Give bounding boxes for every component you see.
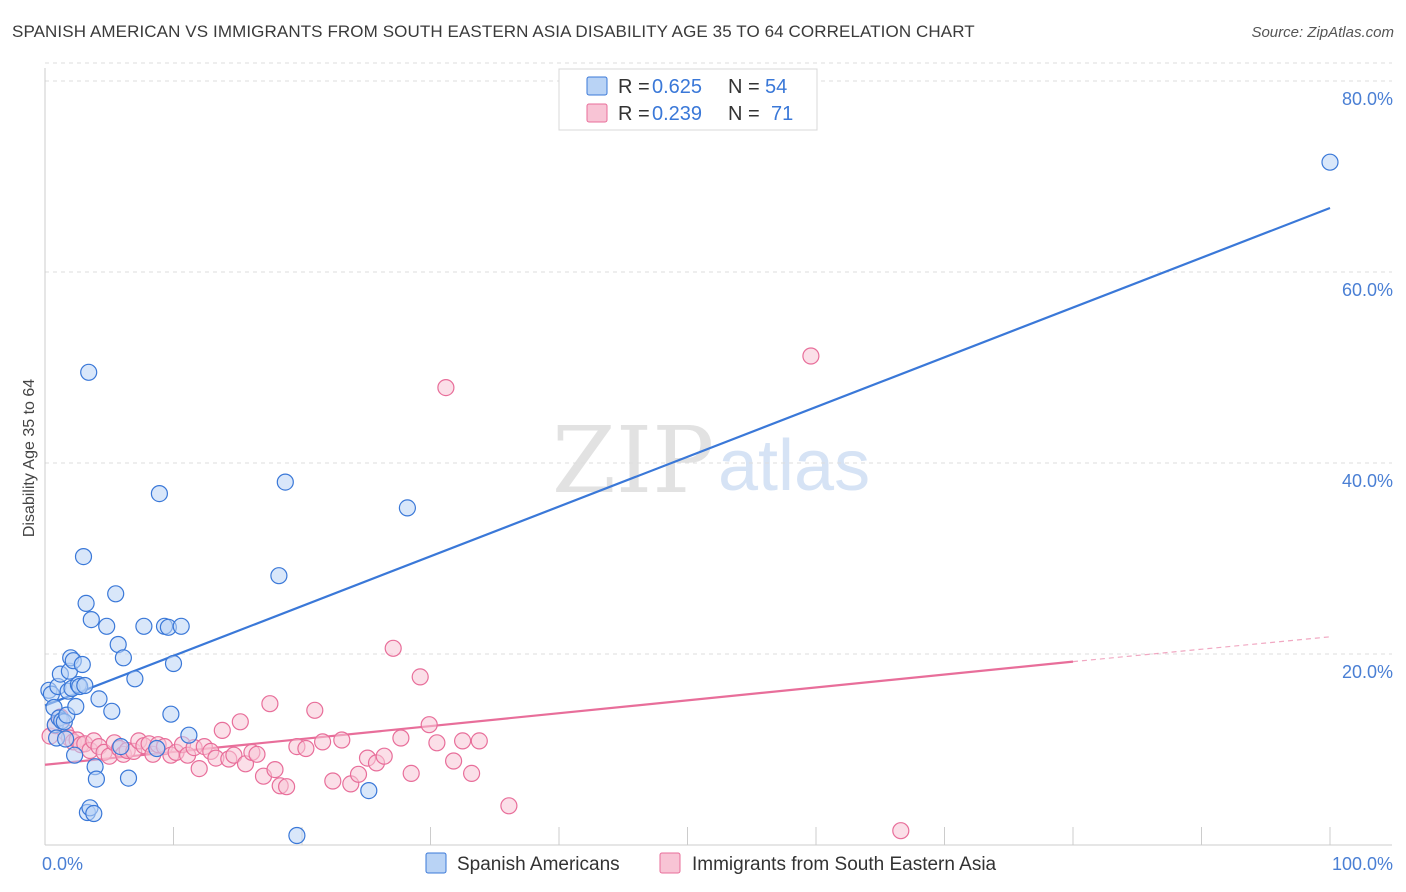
point-southeast-asia xyxy=(278,778,296,796)
point-southeast-asia xyxy=(402,764,420,783)
legend-n-value-1: 54 xyxy=(765,76,787,98)
point-southeast-asia xyxy=(306,701,324,719)
point-spanish-americans xyxy=(80,363,98,381)
point-southeast-asia xyxy=(420,716,438,734)
series-legend-label-southeast-asia: Immigrants from South Eastern Asia xyxy=(692,854,997,875)
point-spanish-americans xyxy=(276,473,294,491)
point-spanish-americans xyxy=(90,690,108,708)
point-spanish-americans xyxy=(180,726,198,744)
point-southeast-asia xyxy=(428,734,446,752)
trend-line-southeast-asia-extension xyxy=(1072,636,1331,663)
chart-title: SPANISH AMERICAN VS IMMIGRANTS FROM SOUT… xyxy=(12,22,975,41)
series-legend: Spanish Americans Immigrants from South … xyxy=(425,852,997,875)
point-spanish-americans xyxy=(114,649,133,667)
trend-line-spanish-americans xyxy=(44,206,1331,707)
point-spanish-americans xyxy=(56,730,75,748)
legend-swatch-pink xyxy=(586,103,608,123)
point-spanish-americans xyxy=(270,567,288,585)
point-southeast-asia xyxy=(463,764,481,783)
x-tick-label: 0.0% xyxy=(42,854,83,874)
point-southeast-asia xyxy=(437,379,455,397)
point-southeast-asia xyxy=(470,732,488,750)
point-southeast-asia xyxy=(225,746,243,764)
point-southeast-asia xyxy=(500,797,518,815)
watermark: ZIP atlas xyxy=(552,407,870,514)
legend-r-value-2: 0.239 xyxy=(652,103,702,125)
point-spanish-americans xyxy=(398,499,416,517)
y-axis-label: Disability Age 35 to 64 xyxy=(21,379,38,537)
point-southeast-asia xyxy=(213,721,231,740)
point-spanish-americans xyxy=(67,697,85,716)
point-spanish-americans xyxy=(98,617,116,635)
series-legend-swatch-southeast-asia xyxy=(659,852,681,874)
y-tick-label: 80.0% xyxy=(1342,89,1393,109)
legend-r-label-2: R = xyxy=(618,103,650,125)
watermark-zip: ZIP xyxy=(552,407,714,514)
data-points xyxy=(40,153,1339,845)
point-southeast-asia xyxy=(411,668,429,686)
point-spanish-americans xyxy=(126,670,144,688)
point-southeast-asia xyxy=(892,822,910,840)
point-southeast-asia xyxy=(445,752,463,770)
point-spanish-americans xyxy=(360,781,378,800)
point-southeast-asia xyxy=(324,772,342,790)
point-spanish-americans xyxy=(87,770,106,788)
point-southeast-asia xyxy=(248,745,266,763)
point-spanish-americans xyxy=(1321,153,1339,171)
legend-r-label-1: R = xyxy=(618,76,650,98)
legend-r-value-1: 0.625 xyxy=(652,76,702,98)
watermark-atlas: atlas xyxy=(718,426,870,506)
point-spanish-americans xyxy=(77,594,95,613)
point-southeast-asia xyxy=(802,347,820,365)
point-southeast-asia xyxy=(333,731,351,749)
point-southeast-asia xyxy=(231,713,249,731)
source-label: Source: ZipAtlas.com xyxy=(1251,24,1394,41)
point-spanish-americans xyxy=(288,826,306,845)
y-tick-labels: 20.0% 40.0% 60.0% 80.0% xyxy=(1342,89,1393,682)
correlation-legend: R = 0.625 N = 54 R = 0.239 N = 71 xyxy=(558,68,818,131)
point-spanish-americans xyxy=(85,804,103,823)
point-southeast-asia xyxy=(314,733,332,751)
point-spanish-americans xyxy=(172,617,190,635)
y-tick-label: 40.0% xyxy=(1342,471,1393,491)
point-spanish-americans xyxy=(82,610,100,629)
point-spanish-americans xyxy=(112,737,130,756)
point-spanish-americans xyxy=(162,705,180,723)
point-southeast-asia xyxy=(297,739,315,758)
point-spanish-americans xyxy=(73,655,91,674)
point-southeast-asia xyxy=(349,765,368,783)
point-southeast-asia xyxy=(454,732,472,750)
legend-swatch-blue xyxy=(586,76,608,96)
series-legend-swatch-spanish-americans xyxy=(425,852,447,874)
point-spanish-americans xyxy=(76,676,94,695)
legend-n-label-2: N = xyxy=(728,103,760,125)
legend-n-value-2: 71 xyxy=(771,103,793,125)
point-southeast-asia xyxy=(266,760,284,779)
legend-n-label-1: N = xyxy=(728,76,760,98)
x-tick-labels: 0.0% 100.0% xyxy=(42,854,1393,874)
y-tick-label: 60.0% xyxy=(1342,280,1393,300)
x-tick-label: 100.0% xyxy=(1332,854,1393,874)
point-spanish-americans xyxy=(103,702,121,720)
point-southeast-asia xyxy=(190,759,208,778)
gridlines xyxy=(45,62,1392,655)
point-spanish-americans xyxy=(148,739,166,758)
y-tick-label: 20.0% xyxy=(1342,662,1393,682)
point-southeast-asia xyxy=(375,747,393,765)
point-spanish-americans xyxy=(164,654,183,673)
point-spanish-americans xyxy=(135,617,153,635)
series-legend-label-spanish-americans: Spanish Americans xyxy=(457,854,620,875)
point-spanish-americans xyxy=(150,485,168,503)
point-spanish-americans xyxy=(107,585,125,603)
point-southeast-asia xyxy=(261,695,279,713)
point-spanish-americans xyxy=(74,547,93,566)
point-spanish-americans xyxy=(119,769,138,787)
point-southeast-asia xyxy=(392,729,410,747)
point-spanish-americans xyxy=(65,746,84,764)
point-southeast-asia xyxy=(384,639,402,657)
